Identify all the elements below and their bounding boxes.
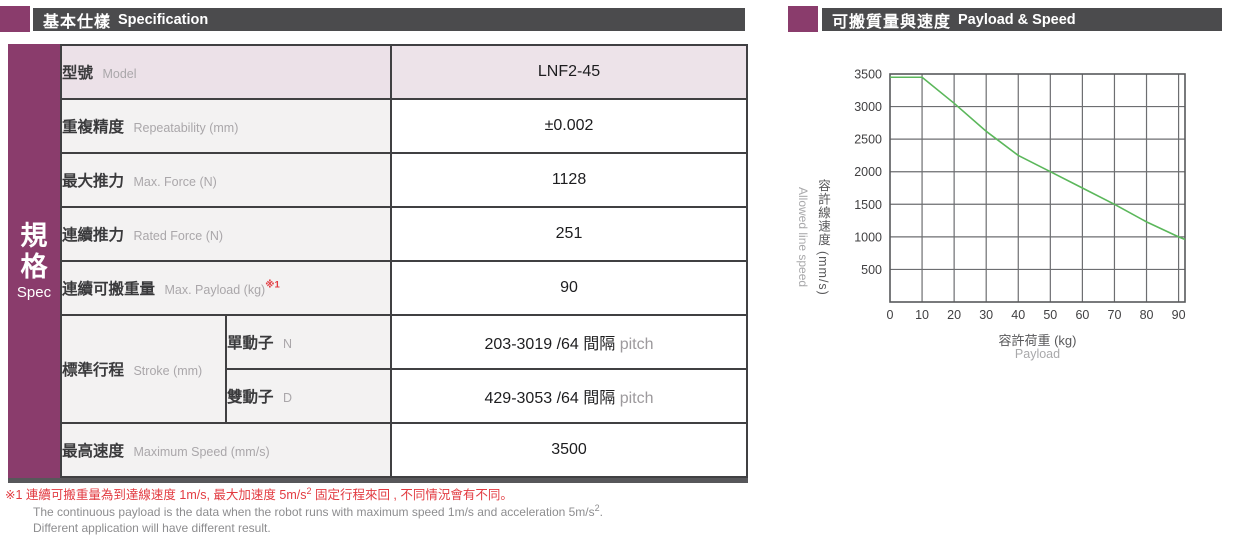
payload-speed-chart-svg: 500 1000 1500 2000 2500 3000 3500 0 10 20 30 40 50 60… (854, 68, 1186, 322)
stroke-double-label-cell: 雙動子 D (224, 368, 393, 424)
side-tab-en: Spec (16, 283, 52, 301)
rated-force-label-zh: 連續推力 (62, 227, 125, 244)
max-speed-label-zh: 最高速度 (62, 443, 125, 460)
chart-ylabel-en: Allowed line speed (796, 186, 810, 288)
stroke-single-label-en: N (282, 337, 292, 351)
footnote-en-line2: Different application will have differen… (33, 520, 271, 535)
stroke-double-label-en: D (282, 391, 292, 405)
svg-text:500: 500 (861, 263, 882, 277)
max-force-label-en: Max. Force (N) (133, 175, 217, 189)
svg-text:80: 80 (1140, 308, 1154, 322)
max-payload-note-ref: ※1 (265, 279, 280, 291)
svg-text:20: 20 (947, 308, 961, 322)
table-row-stroke-double: 雙動子 D 429-3053 /64 間隔 pitch (61, 368, 749, 424)
max-force-label-cell: 最大推力 Max. Force (N) (59, 152, 393, 208)
max-payload-label-en: Max. Payload (kg) (164, 283, 266, 297)
chart-xlabel-zh: 容許荷重 (kg) (998, 333, 1077, 348)
stroke-label-en: Stroke (mm) (133, 364, 203, 378)
spec-section-header: 基本仕樣 Specification (33, 8, 745, 31)
payload-header-accent-square (788, 6, 818, 32)
spec-header-accent-square (0, 6, 30, 32)
svg-text:1500: 1500 (854, 198, 882, 212)
repeatability-label-zh: 重複精度 (62, 119, 125, 136)
model-value: LNF2-45 (390, 44, 749, 100)
stroke-double-label-zh: 雙動子 (227, 389, 274, 406)
payload-speed-chart: 500 1000 1500 2000 2500 3000 3500 0 10 20 30 40 50 60… (790, 52, 1234, 372)
table-row-stroke-single: 標準行程 Stroke (mm) 單動子 N 203-3019 /64 間隔 p… (60, 314, 749, 424)
side-tab-zh-2: 格 (20, 251, 48, 282)
svg-text:30: 30 (979, 308, 993, 322)
table-row-model: 型號 Model LNF2-45 (59, 44, 749, 100)
model-label-cell: 型號 Model (59, 44, 393, 100)
stroke-single-value-unit: pitch (619, 336, 654, 353)
rated-force-label-en: Rated Force (N) (133, 229, 224, 243)
spec-header-title-en: Specification (118, 11, 209, 28)
max-payload-value: 90 (390, 260, 749, 316)
stroke-double-value: 429-3053 /64 間隔 pitch (390, 368, 749, 424)
stroke-label-cell: 標準行程 Stroke (mm) (60, 314, 227, 424)
table-row-max-force: 最大推力 Max. Force (N) 1128 (59, 152, 749, 208)
table-row-max-speed: 最高速度 Maximum Speed (mm/s) 3500 (59, 422, 749, 478)
stroke-double-value-unit: pitch (619, 390, 654, 407)
svg-text:70: 70 (1108, 308, 1122, 322)
spec-table: 型號 Model LNF2-45 重複精度 Repeatability (mm)… (59, 44, 749, 478)
stroke-single-label-zh: 單動子 (227, 335, 274, 352)
repeatability-value: ±0.002 (390, 98, 749, 154)
rated-force-value: 251 (390, 206, 749, 262)
svg-text:60: 60 (1075, 308, 1089, 322)
svg-text:0: 0 (887, 308, 894, 322)
footnote-zh-text-a: ※1 連續可搬重量為到達線速度 1m/s, 最大加速度 5m/s (5, 488, 307, 503)
svg-text:1000: 1000 (854, 230, 882, 244)
spec-side-tab: 規 格 Spec (8, 44, 60, 478)
spec-header-title-zh: 基本仕樣 (43, 13, 112, 31)
stroke-double-value-text: 429-3053 /64 間隔 (484, 390, 616, 407)
stroke-label-zh: 標準行程 (62, 362, 125, 379)
max-speed-label-en: Maximum Speed (mm/s) (133, 445, 270, 459)
table-row-repeatability: 重複精度 Repeatability (mm) ±0.002 (59, 98, 749, 154)
footnote-zh-sup: 2 (306, 486, 312, 496)
footnote-zh: ※1 連續可搬重量為到達線速度 1m/s, 最大加速度 5m/s2 固定行程來回… (5, 486, 603, 503)
footnote-zh-text-b: 固定行程來回 , 不同情況會有不同。 (311, 488, 513, 503)
payload-header-title-zh: 可搬質量與速度 (832, 13, 952, 31)
svg-text:50: 50 (1043, 308, 1057, 322)
max-payload-label-zh: 連續可搬重量 (62, 281, 156, 298)
svg-text:2500: 2500 (854, 133, 882, 147)
spec-table-block: 規 格 Spec 型號 Model LNF2-45 重複精度 Repeatabi… (8, 44, 749, 483)
repeatability-label-cell: 重複精度 Repeatability (mm) (59, 98, 393, 154)
repeatability-label-en: Repeatability (mm) (133, 121, 239, 135)
footnote-en1-sup: 2 (594, 503, 600, 514)
svg-text:3500: 3500 (854, 68, 882, 82)
rated-force-label-cell: 連續推力 Rated Force (N) (59, 206, 393, 262)
max-force-label-zh: 最大推力 (62, 173, 125, 190)
footnote-en-line1: The continuous payload is the data when … (33, 503, 603, 520)
chart-xlabel-en: Payload (1014, 347, 1061, 361)
svg-text:2000: 2000 (854, 165, 882, 179)
max-force-value: 1128 (390, 152, 749, 208)
stroke-single-label-cell: 單動子 N (224, 314, 393, 370)
chart-ylabel-zh: 容許線速度 (mm/s) (816, 178, 830, 296)
payload-header-title-en: Payload & Speed (958, 11, 1076, 28)
payload-section-header: 可搬質量與速度 Payload & Speed (822, 8, 1222, 31)
side-tab-zh-1: 規 (20, 221, 48, 252)
table-row-max-payload: 連續可搬重量 Max. Payload (kg)※1 90 (59, 260, 749, 316)
footnote-block: ※1 連續可搬重量為到達線速度 1m/s, 最大加速度 5m/s2 固定行程來回… (5, 486, 603, 536)
footnote-en1-text: The continuous payload is the data when … (33, 505, 595, 520)
svg-text:3000: 3000 (854, 100, 882, 114)
svg-text:90: 90 (1172, 308, 1186, 322)
table-row-rated-force: 連續推力 Rated Force (N) 251 (59, 206, 749, 262)
max-payload-label-cell: 連續可搬重量 Max. Payload (kg)※1 (59, 260, 393, 316)
footnote-en1-period: . (599, 505, 603, 520)
model-label-zh: 型號 (62, 65, 94, 82)
svg-text:40: 40 (1011, 308, 1025, 322)
stroke-single-value-text: 203-3019 /64 間隔 (484, 336, 616, 353)
max-speed-label-cell: 最高速度 Maximum Speed (mm/s) (59, 422, 393, 478)
max-speed-value: 3500 (390, 422, 749, 478)
svg-text:10: 10 (915, 308, 929, 322)
model-label-en: Model (102, 67, 137, 81)
stroke-single-value: 203-3019 /64 間隔 pitch (390, 314, 749, 370)
